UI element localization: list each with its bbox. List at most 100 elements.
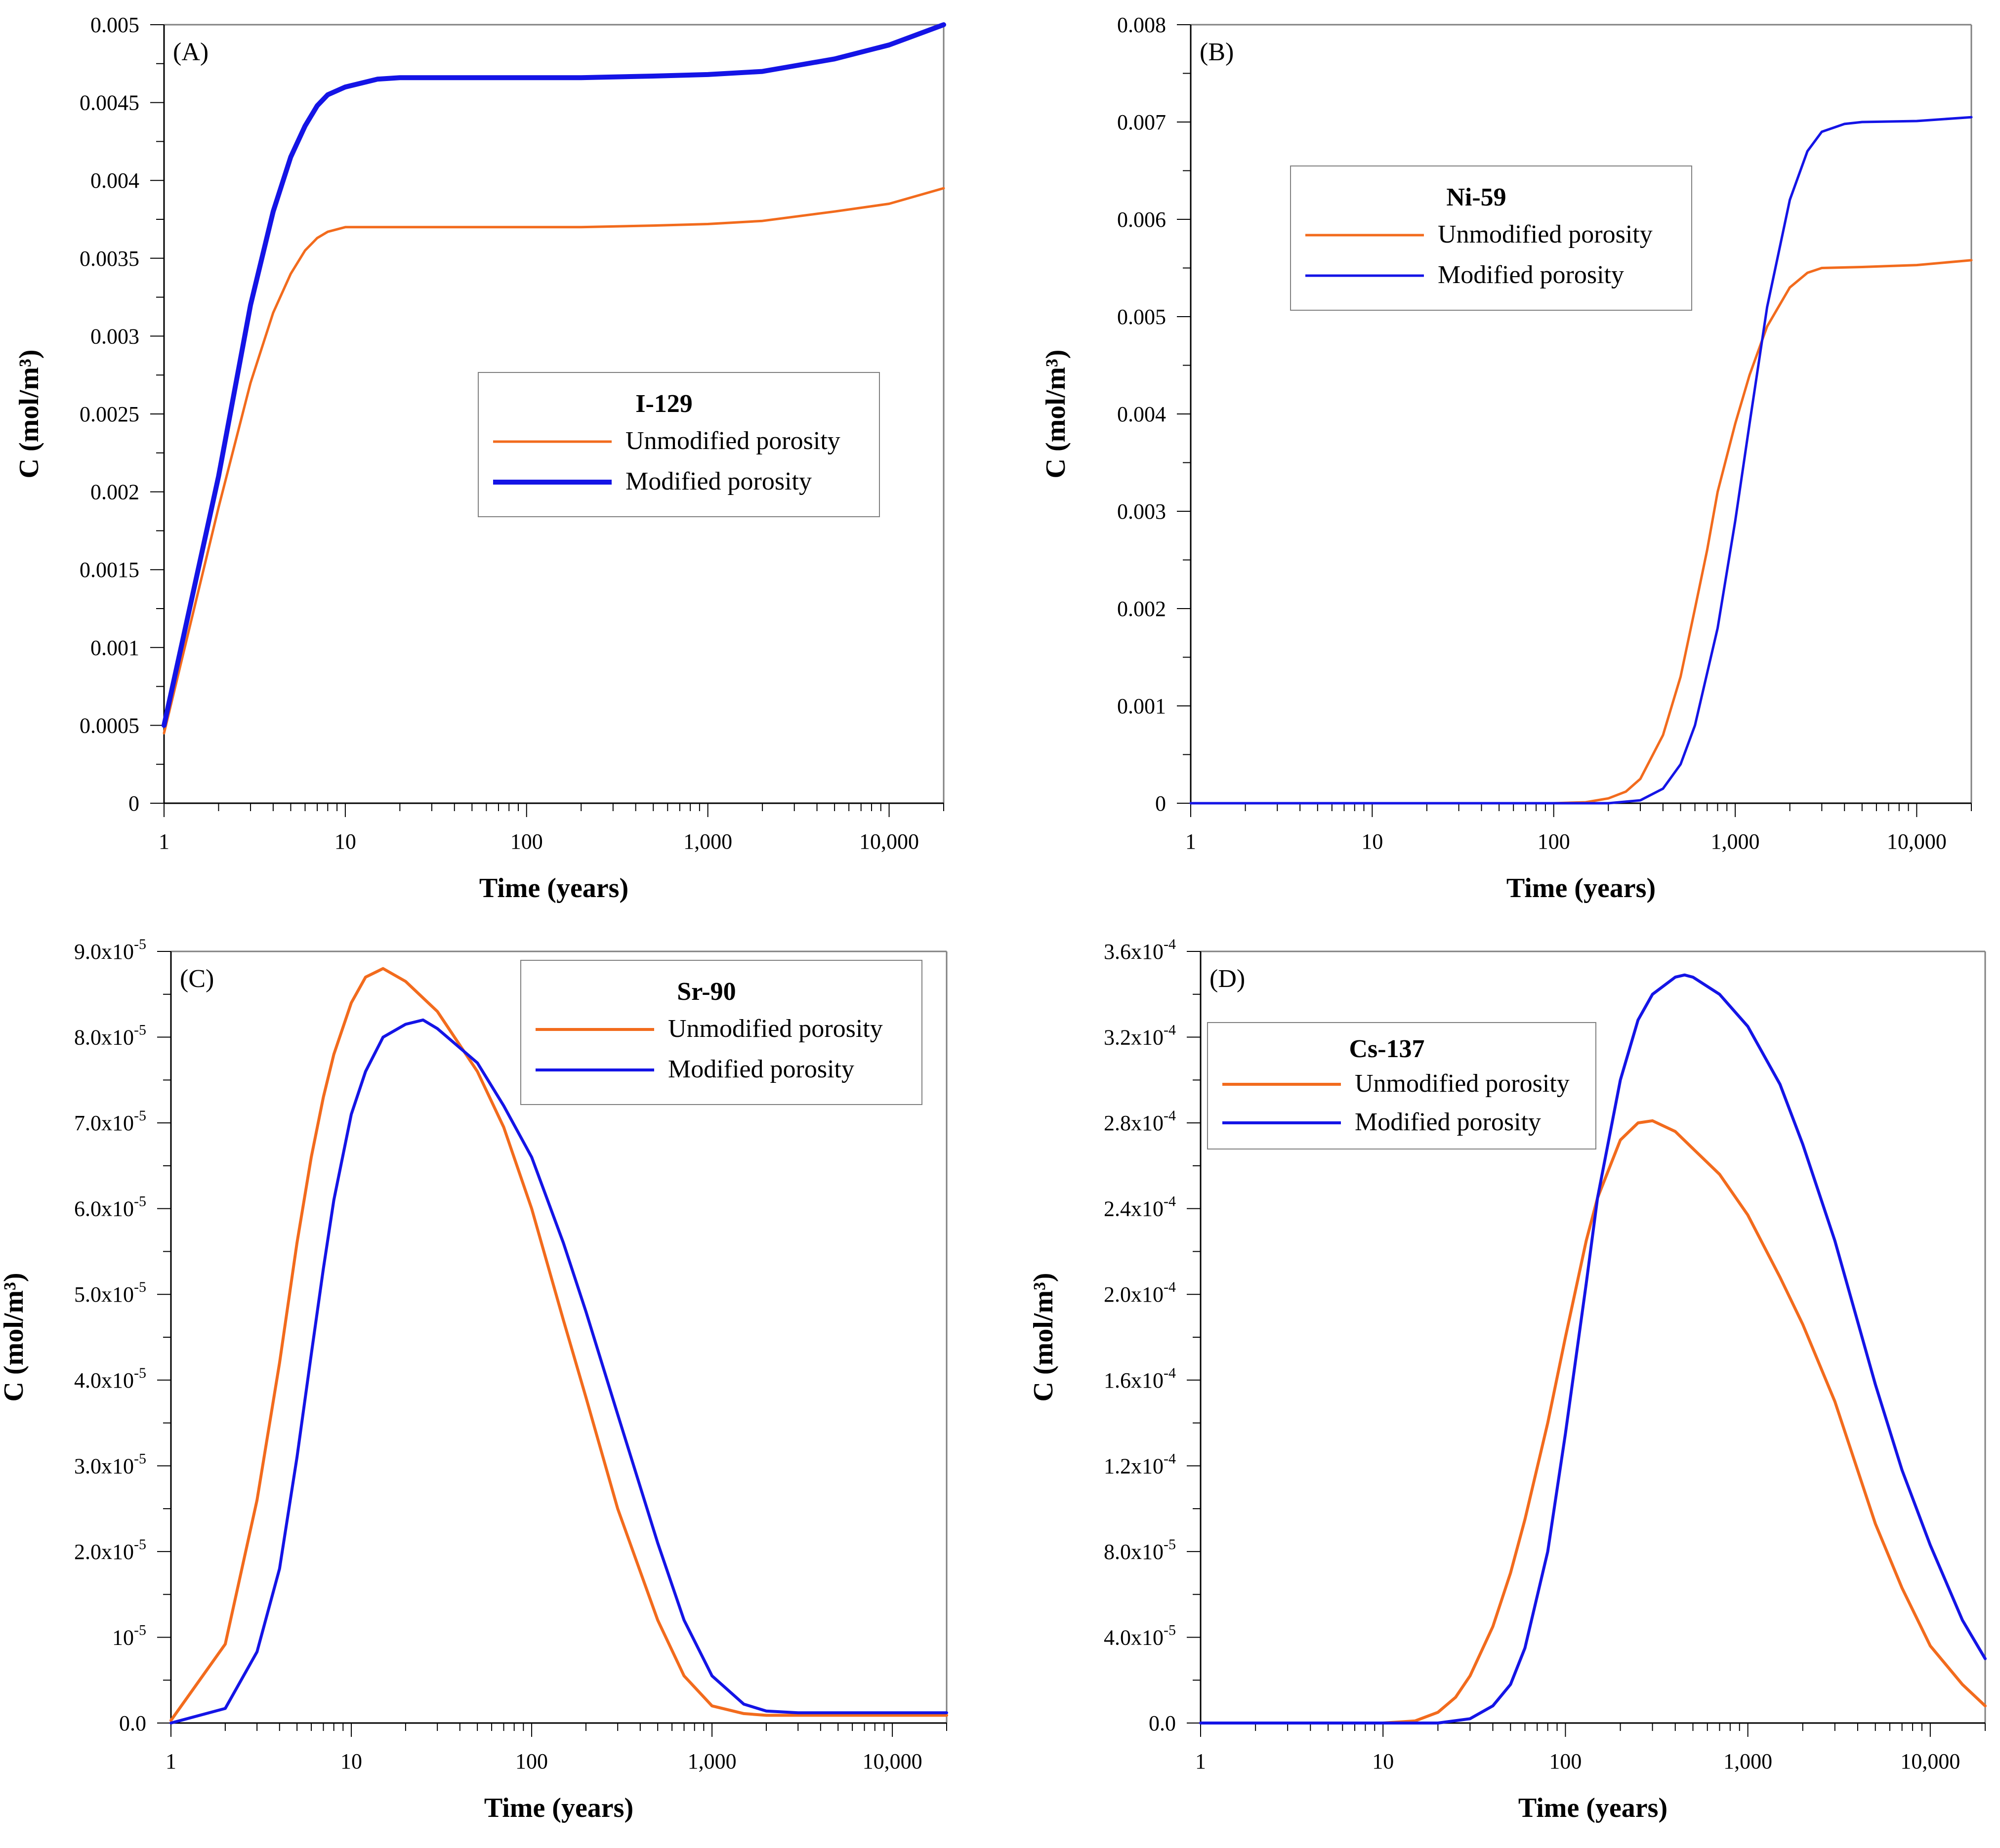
legend-label-unmodified: Unmodified porosity <box>668 1015 883 1043</box>
y-tick-exponent: -4 <box>1164 1022 1176 1038</box>
y-tick-label: 3.0x10-5 <box>74 1450 146 1478</box>
legend: Sr-90 Unmodified porosity Modified porosit… <box>520 960 922 1105</box>
y-tick-label: 0.0 <box>119 1711 146 1735</box>
y-tick-label: 5.0x10-5 <box>74 1279 146 1307</box>
legend-label-unmodified: Unmodified porosity <box>1438 220 1653 248</box>
y-tick-exponent: -5 <box>134 1536 146 1553</box>
y-tick-label: 10-5 <box>112 1622 146 1649</box>
y-tick-exponent: -4 <box>1164 1450 1176 1467</box>
y-tick-exponent: -5 <box>1164 1536 1176 1553</box>
x-tick-label: 1 <box>1185 829 1196 854</box>
y-tick-exponent: -5 <box>1164 1622 1176 1638</box>
y-tick-exponent: -4 <box>1164 1365 1176 1381</box>
y-tick-label: 2.0x10-4 <box>1104 1279 1176 1307</box>
y-tick-exponent: -4 <box>1164 1279 1176 1295</box>
y-tick-label: 0.003 <box>90 324 139 348</box>
y-tick-label: 0 <box>1155 791 1166 816</box>
y-tick-label: 0.005 <box>90 13 139 37</box>
y-tick-label: 0.005 <box>1117 305 1166 329</box>
y-tick-label: 3.6x10-4 <box>1104 936 1176 964</box>
x-tick-label: 100 <box>510 829 543 854</box>
y-tick-label: 0.0005 <box>80 713 139 738</box>
x-axis-title: Time (years) <box>479 873 628 903</box>
legend-box <box>478 372 880 517</box>
legend-label-modified: Modified porosity <box>668 1055 854 1083</box>
panel-label: (D) <box>1209 965 1245 993</box>
y-tick-label: 8.0x10-5 <box>1104 1536 1176 1564</box>
x-tick-label: 10,000 <box>1887 829 1947 854</box>
legend: Ni-59 Unmodified porosity Modified porosit… <box>1290 165 1692 311</box>
y-tick-label: 6.0x10-5 <box>74 1193 146 1221</box>
y-tick-label: 2.8x10-4 <box>1104 1108 1176 1135</box>
y-tick-label: 2.0x10-5 <box>74 1536 146 1564</box>
y-tick-label: 0.0 <box>1149 1711 1176 1735</box>
x-tick-label: 10 <box>334 829 356 854</box>
y-tick-label: 0.004 <box>90 168 139 193</box>
y-tick-exponent: -5 <box>134 1022 146 1038</box>
x-tick-label: 100 <box>515 1749 548 1773</box>
y-tick-label: 9.0x10-5 <box>74 936 146 964</box>
y-tick-label: 0.0035 <box>80 246 139 271</box>
x-tick-label: 1,000 <box>1723 1749 1772 1773</box>
x-tick-label: 1 <box>159 829 169 854</box>
y-tick-label: 0.008 <box>1117 13 1166 37</box>
x-axis-title: Time (years) <box>1506 873 1656 903</box>
y-tick-exponent: -5 <box>134 936 146 952</box>
legend-title: Cs-137 <box>1349 1035 1424 1063</box>
series-line-unmodified <box>1189 259 1973 805</box>
chart-panel-a: 1 10 100 1,000 10,000 0 0.0005 0.001 0.0015 0.002… <box>14 13 946 903</box>
legend: I-129 Unmodified porosity Modified porosit… <box>478 372 880 517</box>
y-tick-label: 4.0x10-5 <box>74 1365 146 1393</box>
chart-panel-c: 1 10 100 1,000 10,000 0.0 10-5 2.0x10-5 3.0x10-5… <box>0 936 948 1823</box>
y-tick-exponent: -5 <box>134 1193 146 1210</box>
y-tick-exponent: -5 <box>134 1450 146 1467</box>
y-axis-title: C (mol/m³) <box>1041 350 1071 479</box>
y-tick-label: 0.002 <box>90 480 139 504</box>
x-tick-label: 1,000 <box>1711 829 1760 854</box>
y-tick-exponent: -5 <box>134 1622 146 1638</box>
legend-title: Ni-59 <box>1446 183 1506 211</box>
x-tick-label: 1,000 <box>683 829 732 854</box>
y-tick-label: 0.007 <box>1117 110 1166 134</box>
series-line-modified <box>169 1018 948 1725</box>
x-tick-label: 10 <box>340 1749 362 1773</box>
legend-title: I-129 <box>635 390 693 418</box>
y-tick-label: 0 <box>128 791 139 816</box>
y-axis-title: C (mol/m³) <box>14 350 44 479</box>
x-tick-label: 1,000 <box>688 1749 737 1773</box>
x-tick-label: 10,000 <box>1900 1749 1960 1773</box>
y-tick-label: 0.001 <box>90 636 139 660</box>
panel-label: (B) <box>1200 38 1234 66</box>
y-tick-exponent: -5 <box>134 1279 146 1295</box>
y-tick-exponent: -5 <box>134 1365 146 1381</box>
legend-label-modified: Modified porosity <box>625 467 812 495</box>
x-tick-label: 10,000 <box>863 1749 922 1773</box>
legend-box <box>520 960 922 1105</box>
series-line-modified <box>1189 116 1973 805</box>
series-line-unmodified <box>169 967 948 1722</box>
y-tick-label: 8.0x10-5 <box>74 1022 146 1050</box>
legend: Cs-137 Unmodified porosity Modified porosi… <box>1207 1022 1596 1150</box>
legend-label-unmodified: Unmodified porosity <box>625 427 840 455</box>
y-tick-label: 0.003 <box>1117 499 1166 524</box>
y-tick-label: 1.6x10-4 <box>1104 1365 1176 1393</box>
panel-label: (C) <box>180 965 214 993</box>
legend-box <box>1290 165 1692 311</box>
legend-title: Sr-90 <box>677 978 736 1006</box>
legend-label-modified: Modified porosity <box>1355 1108 1541 1136</box>
chart-panel-d: 1 10 100 1,000 10,000 0.0 4.0x10-5 8.0x10-5 1.2x… <box>1028 936 1987 1823</box>
y-tick-exponent: -4 <box>1164 936 1176 952</box>
x-tick-label: 10 <box>1361 829 1383 854</box>
y-tick-exponent: -4 <box>1164 1108 1176 1124</box>
x-tick-label: 1 <box>1195 1749 1206 1773</box>
series-line-unmodified <box>1199 1119 1987 1725</box>
y-tick-label: 0.0025 <box>80 402 139 426</box>
x-tick-label: 1 <box>166 1749 176 1773</box>
y-tick-exponent: -5 <box>134 1108 146 1124</box>
x-tick-label: 10,000 <box>859 829 919 854</box>
y-axis-title: C (mol/m³) <box>1028 1273 1059 1402</box>
y-tick-label: 2.4x10-4 <box>1104 1193 1176 1221</box>
y-axis-title: C (mol/m³) <box>0 1273 29 1402</box>
x-tick-label: 100 <box>1549 1749 1582 1773</box>
y-tick-label: 0.002 <box>1117 597 1166 621</box>
